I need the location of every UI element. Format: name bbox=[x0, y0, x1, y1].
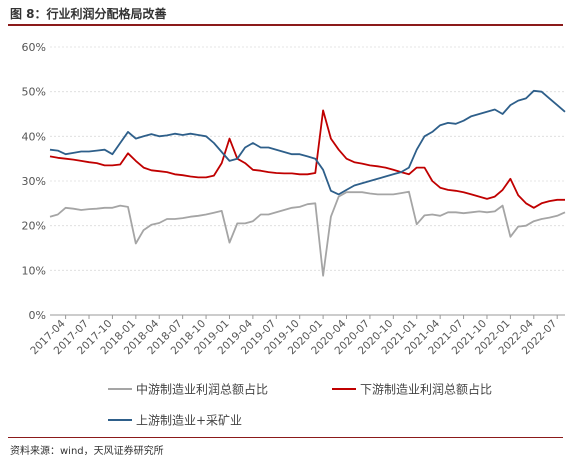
y-tick-label: 40% bbox=[22, 130, 46, 143]
y-tick-label: 10% bbox=[22, 264, 46, 277]
legend-label: 上游制造业+采矿业 bbox=[136, 414, 242, 428]
legend-label: 中游制造业利润总额占比 bbox=[136, 382, 268, 397]
y-axis-ticks: 0% 10% 20% 30% 40% 50% 60% bbox=[22, 41, 46, 322]
y-tick-label: 20% bbox=[22, 220, 46, 233]
figure-title: 图 8：行业利润分配格局改善 bbox=[10, 7, 167, 21]
source-note: 资料来源：wind，天风证券研究所 bbox=[10, 446, 164, 457]
series-line-2 bbox=[49, 109, 565, 209]
series-line-3 bbox=[49, 89, 566, 196]
series-line-1 bbox=[49, 190, 566, 277]
line-chart: 0% 10% 20% 30% 40% 50% 60% 2017-042017-072017-… bbox=[22, 41, 566, 428]
legend-label: 下游制造业利润总额占比 bbox=[360, 382, 492, 397]
source-rule bbox=[8, 437, 563, 438]
y-tick-label: 50% bbox=[22, 86, 46, 99]
y-tick-label: 0% bbox=[29, 309, 46, 322]
y-tick-label: 30% bbox=[22, 175, 46, 188]
title-rule bbox=[8, 24, 563, 26]
y-tick-label: 60% bbox=[22, 41, 46, 54]
gridlines bbox=[50, 46, 565, 271]
x-axis: 2017-042017-072017-102018-012018-042018-… bbox=[28, 314, 565, 357]
series-lines bbox=[49, 89, 566, 277]
